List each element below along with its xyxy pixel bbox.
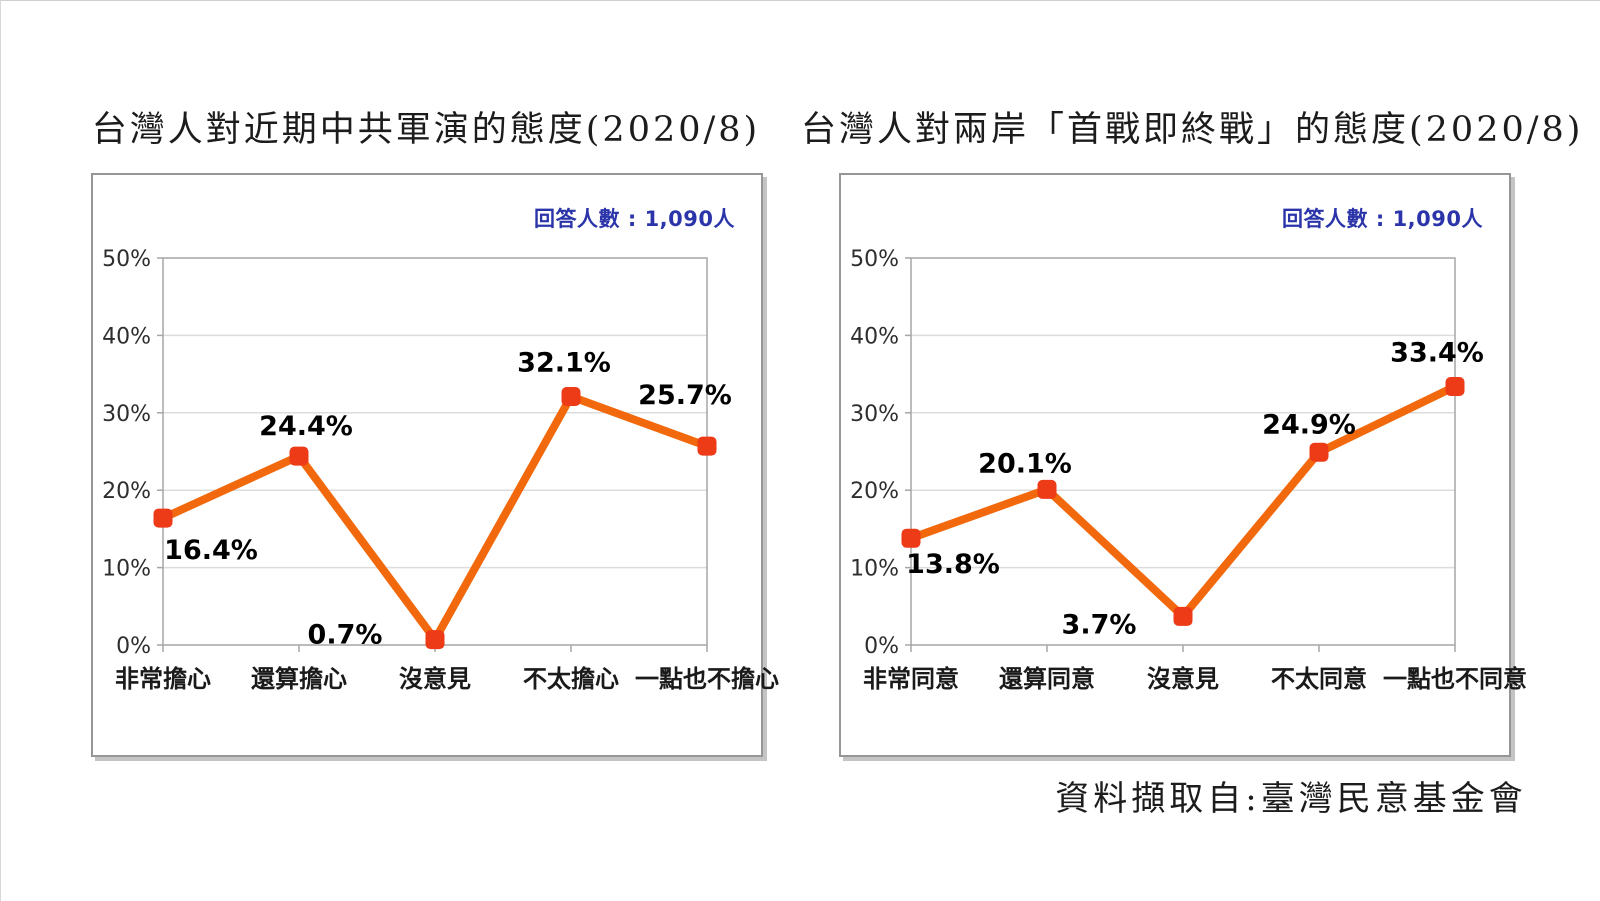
right-chart-title: 台灣人對兩岸「首戰即終戰」的態度(2020/8)	[801, 110, 1584, 150]
data-point-marker	[561, 387, 581, 407]
data-point-marker	[1173, 606, 1193, 626]
data-point-marker	[425, 630, 445, 650]
x-axis-label: 沒意見	[399, 665, 471, 693]
data-point-marker	[901, 528, 921, 548]
y-axis-label: 50%	[850, 247, 899, 272]
y-axis-label: 40%	[850, 324, 899, 349]
data-line	[907, 382, 1459, 621]
y-axis-label: 30%	[102, 402, 151, 427]
data-point-label: 24.9%	[1262, 409, 1356, 440]
y-axis-label: 0%	[116, 634, 151, 659]
x-axis-label: 不太同意	[1271, 665, 1367, 693]
left-chart-panel: 0% 10% 20% 30% 40% 50% 非常擔心 還算擔心 沒意見 不太擔心 一點也不擔心 16…	[91, 173, 779, 757]
y-axis-label: 10%	[850, 557, 899, 582]
y-axis-label: 0%	[864, 634, 899, 659]
plot-border	[162, 257, 708, 646]
x-axis-label: 一點也不同意	[1383, 665, 1527, 693]
data-point-label: 13.8%	[906, 549, 1000, 580]
x-axis-label: 還算擔心	[251, 665, 347, 693]
x-axis-label: 非常擔心	[115, 665, 211, 693]
data-point-marker	[1309, 442, 1329, 462]
x-axis-label: 非常同意	[863, 665, 959, 693]
data-line	[159, 392, 711, 644]
y-axis-label: 10%	[102, 557, 151, 582]
x-axis-label: 沒意見	[1147, 665, 1219, 693]
x-axis-label: 還算同意	[999, 665, 1095, 693]
data-point-marker	[1445, 376, 1465, 396]
data-point-label: 3.7%	[1062, 609, 1137, 640]
y-axis-label: 20%	[850, 479, 899, 504]
data-point-label: 25.7%	[638, 380, 732, 411]
source-attribution: 資料擷取自:臺灣民意基金會	[1055, 779, 1527, 819]
y-axis-label: 50%	[102, 247, 151, 272]
data-point-marker	[289, 446, 309, 466]
data-point-marker	[153, 508, 173, 528]
y-axis-label: 30%	[850, 402, 899, 427]
y-axis-label: 20%	[102, 479, 151, 504]
data-point-label: 0.7%	[308, 620, 383, 651]
right-respondents-count: 回答人數 : 1,090人	[1282, 207, 1483, 231]
right-chart: 0% 10% 20% 30% 40% 50% 非常同意 還算同意 沒意見 不太同意 一點也不同意 13…	[850, 247, 1527, 693]
data-point-label: 16.4%	[164, 535, 258, 566]
y-axis-label: 40%	[102, 324, 151, 349]
data-point-label: 20.1%	[978, 448, 1072, 479]
left-chart-title: 台灣人對近期中共軍演的態度(2020/8)	[91, 110, 761, 150]
x-axis-label: 不太擔心	[523, 665, 619, 693]
data-point-label: 32.1%	[517, 348, 611, 379]
right-chart-panel: 0% 10% 20% 30% 40% 50% 非常同意 還算同意 沒意見 不太同意 一點也不同意 13…	[839, 173, 1527, 757]
data-point-label: 24.4%	[259, 411, 353, 442]
data-point-label: 33.4%	[1390, 337, 1484, 368]
data-point-marker	[697, 436, 717, 456]
left-respondents-count: 回答人數 : 1,090人	[534, 207, 735, 231]
x-axis-label: 一點也不擔心	[635, 665, 779, 693]
data-point-marker	[1037, 479, 1057, 499]
left-chart: 0% 10% 20% 30% 40% 50% 非常擔心 還算擔心 沒意見 不太擔心 一點也不擔心 16…	[102, 247, 779, 693]
